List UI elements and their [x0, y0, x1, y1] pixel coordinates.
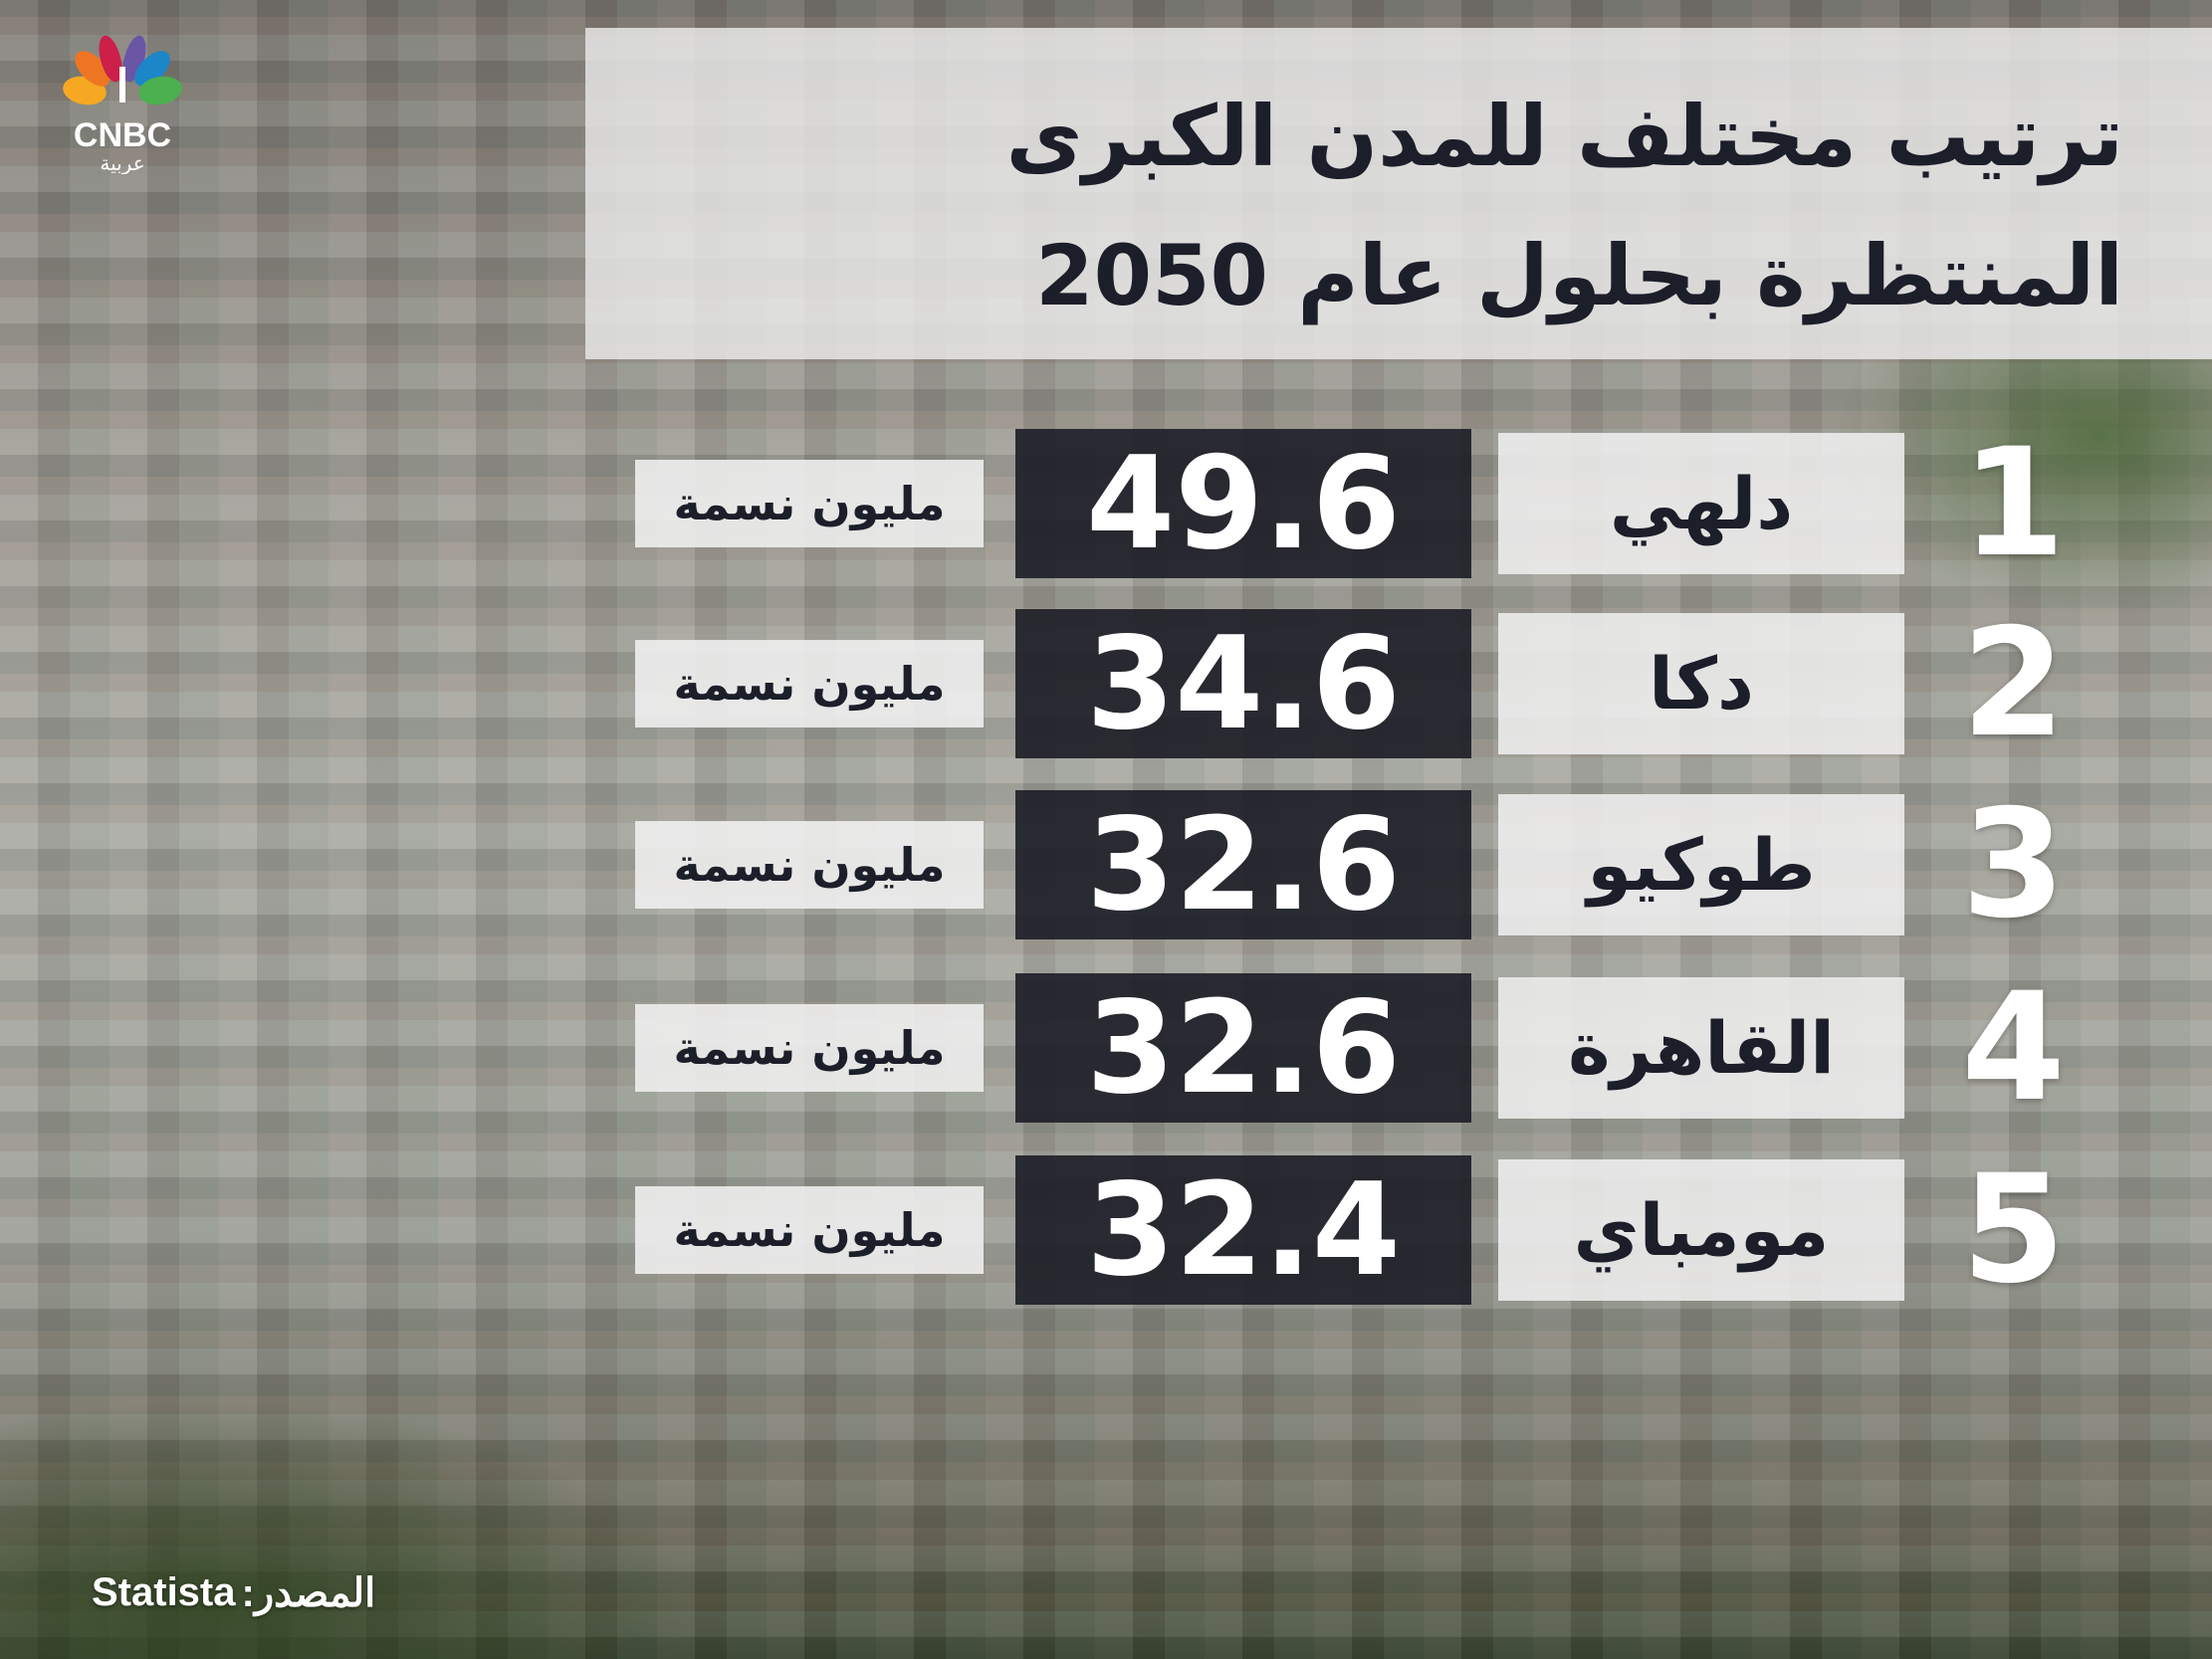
source-label: المصدر: — [241, 1571, 376, 1615]
rank-number: 1 — [1961, 417, 2066, 590]
city-name: القاهرة — [1498, 977, 1904, 1119]
title-line-2: المنتظرة بحلول عام 2050 — [1035, 227, 2123, 324]
city-name: دكا — [1498, 613, 1904, 754]
population-unit: مليون نسمة — [635, 1186, 984, 1274]
population-value: 32.4 — [1015, 1155, 1471, 1305]
title-panel: ترتيب مختلف للمدن الكبرى المنتظرة بحلول … — [585, 28, 2212, 359]
logo-text: CNBC — [74, 116, 171, 154]
rank-number: 3 — [1961, 778, 2066, 951]
population-unit: مليون نسمة — [635, 821, 984, 909]
source-name: Statista — [92, 1570, 236, 1614]
city-name: طوكيو — [1498, 794, 1904, 935]
population-value: 32.6 — [1015, 973, 1471, 1123]
population-value: 34.6 — [1015, 609, 1471, 758]
city-name: دلهي — [1498, 433, 1904, 574]
cnbc-peacock-logo: CNBC عربية — [63, 35, 182, 174]
population-unit: مليون نسمة — [635, 460, 984, 547]
rank-number: 4 — [1961, 961, 2066, 1135]
source-credit: Statista المصدر: — [92, 1570, 375, 1616]
ranking-row: 5 مومباي 32.4 مليون نسمة — [0, 1155, 2212, 1305]
title-line-1: ترتيب مختلف للمدن الكبرى — [1005, 88, 2123, 185]
ranking-row: 4 القاهرة 32.6 مليون نسمة — [0, 973, 2212, 1123]
population-unit: مليون نسمة — [635, 640, 984, 727]
ranking-row: 2 دكا 34.6 مليون نسمة — [0, 609, 2212, 758]
city-name: مومباي — [1498, 1159, 1904, 1301]
ranking-row: 3 طوكيو 32.6 مليون نسمة — [0, 790, 2212, 939]
background-foliage — [0, 1400, 697, 1659]
population-value: 32.6 — [1015, 790, 1471, 939]
population-unit: مليون نسمة — [635, 1004, 984, 1092]
logo-subtext: عربية — [100, 151, 144, 174]
ranking-row: 1 دلهي 49.6 مليون نسمة — [0, 429, 2212, 578]
rank-number: 2 — [1961, 597, 2066, 770]
rank-number: 5 — [1961, 1143, 2066, 1317]
population-value: 49.6 — [1015, 429, 1471, 578]
